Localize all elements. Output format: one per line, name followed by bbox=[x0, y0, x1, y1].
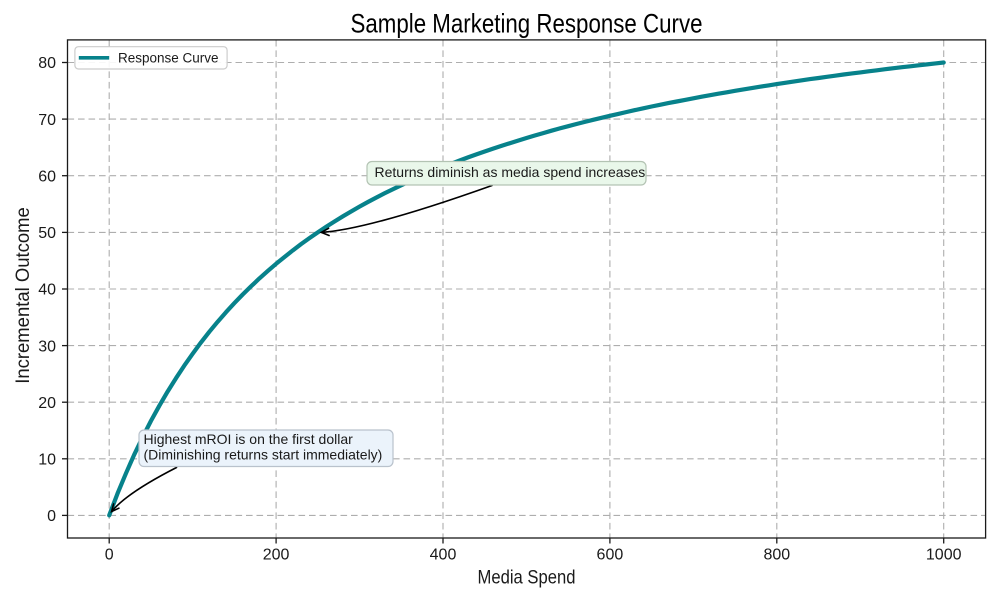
svg-text:70: 70 bbox=[38, 112, 56, 129]
svg-text:0: 0 bbox=[47, 508, 56, 525]
svg-text:80: 80 bbox=[38, 55, 56, 72]
svg-text:50: 50 bbox=[38, 225, 56, 242]
svg-text:400: 400 bbox=[430, 547, 457, 564]
svg-text:20: 20 bbox=[38, 395, 56, 412]
svg-text:Sample Marketing Response Curv: Sample Marketing Response Curve bbox=[351, 9, 703, 39]
svg-text:1000: 1000 bbox=[926, 547, 962, 564]
svg-text:0: 0 bbox=[105, 547, 114, 564]
svg-text:10: 10 bbox=[38, 452, 56, 469]
svg-text:Highest mROI is on the first d: Highest mROI is on the first dollar bbox=[144, 431, 354, 447]
svg-text:800: 800 bbox=[763, 547, 790, 564]
svg-text:(Diminishing returns start imm: (Diminishing returns start immediately) bbox=[144, 446, 383, 462]
svg-text:600: 600 bbox=[597, 547, 624, 564]
svg-text:40: 40 bbox=[38, 282, 56, 299]
svg-text:30: 30 bbox=[38, 338, 56, 355]
svg-text:Media Spend: Media Spend bbox=[478, 567, 576, 589]
svg-text:60: 60 bbox=[38, 168, 56, 185]
svg-text:Returns diminish as media spen: Returns diminish as media spend increase… bbox=[375, 164, 646, 180]
svg-text:Response Curve: Response Curve bbox=[118, 50, 219, 65]
svg-text:200: 200 bbox=[263, 547, 290, 564]
svg-text:Incremental Outcome: Incremental Outcome bbox=[12, 207, 34, 384]
